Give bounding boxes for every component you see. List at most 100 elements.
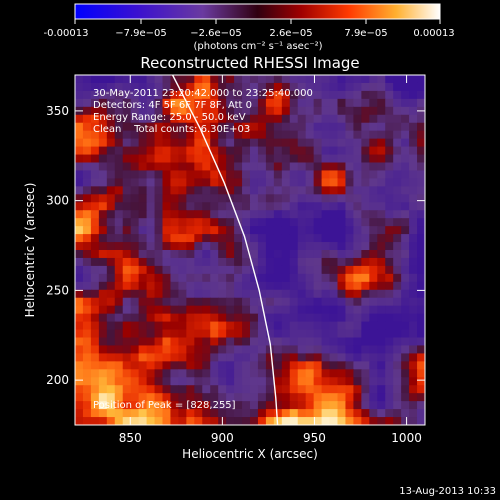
heatmap-cell [226,369,235,378]
heatmap-cell [242,297,251,307]
heatmap-cell [90,154,100,164]
heatmap-cell [297,170,307,179]
heatmap-cell [329,417,339,425]
heatmap-cell [393,401,402,410]
heatmap-cell [162,289,172,299]
heatmap-cell [409,273,418,283]
heatmap-cell [170,98,179,108]
heatmap-cell [202,321,211,331]
heatmap-cell [170,234,179,243]
heatmap-cell [170,210,179,219]
heatmap-cell [154,361,164,370]
heatmap-cell [218,369,227,378]
heatmap-cell [417,82,425,92]
heatmap-cell [114,361,124,370]
heatmap-cell [257,417,267,425]
heatmap-cell [353,313,362,323]
heatmap-cell [289,218,299,227]
heatmap-cell [281,82,291,92]
heatmap-cell [82,194,92,203]
heatmap-cell [257,337,267,347]
heatmap-cell [98,297,108,307]
heatmap-cell [90,202,100,211]
heatmap-cell [170,369,179,378]
heatmap-cell [170,130,179,140]
heatmap-cell [337,361,347,370]
heatmap-cell [162,329,172,339]
heatmap-cell [321,178,331,187]
heatmap-cell [130,265,140,275]
heatmap-cell [234,90,243,100]
heatmap-cell [106,210,116,219]
heatmap-cell [257,202,267,211]
heatmap-cell [321,385,331,394]
heatmap-cell [353,138,362,148]
heatmap-cell [377,369,386,378]
heatmap-cell [345,202,354,211]
heatmap-cell [273,409,283,418]
heatmap-cell [122,345,132,354]
heatmap-cell [202,106,211,116]
heatmap-cell [369,369,378,378]
heatmap-cell [273,417,283,425]
heatmap-cell [409,297,418,307]
heatmap-cell [178,305,187,315]
heatmap-cell [273,305,283,315]
heatmap-cell [130,154,140,164]
heatmap-cell [154,162,164,172]
heatmap-cell [313,178,323,187]
heatmap-cell [234,106,243,116]
heatmap-cell [90,305,100,315]
y-tick-label-1: 250 [46,283,69,297]
heatmap-cell [265,377,275,386]
heatmap-cell [353,393,362,402]
heatmap-cell [90,178,100,187]
heatmap-cell [138,106,148,116]
heatmap-cell [75,321,84,331]
heatmap-cell [250,130,259,140]
heatmap-cell [385,154,394,164]
heatmap-cell [313,329,323,339]
heatmap-cell [401,194,410,203]
heatmap-cell [337,257,347,267]
heatmap-cell [146,122,156,132]
heatmap-cell [361,234,370,243]
heatmap-cell [138,82,148,92]
heatmap-cell [337,170,347,179]
heatmap-cell [210,186,219,195]
heatmap-cell [337,265,347,275]
heatmap-cell [90,385,100,394]
heatmap-cell [361,154,370,164]
heatmap-cell [401,250,410,259]
heatmap-cell [114,178,124,187]
heatmap-cell [401,393,410,402]
heatmap-cell [305,122,315,132]
heatmap-cell [75,162,84,172]
heatmap-cell [321,226,331,235]
heatmap-cell [90,75,100,84]
heatmap-cell [218,393,227,402]
heatmap-cell [393,265,402,275]
heatmap-cell [130,409,140,418]
heatmap-cell [257,178,267,187]
heatmap-cell [162,353,172,362]
heatmap-cell [106,146,116,156]
heatmap-cell [170,385,179,394]
heatmap-cell [75,409,84,418]
heatmap-cell [337,409,347,418]
heatmap-cell [194,242,203,251]
heatmap-cell [226,178,235,187]
heatmap-cell [313,393,323,402]
heatmap-cell [186,162,195,172]
heatmap-cell [194,202,203,211]
heatmap-cell [170,170,179,179]
heatmap-cell [329,401,339,410]
heatmap-cell [202,353,211,362]
heatmap-cell [114,162,124,172]
heatmap-cell [369,313,378,323]
heatmap-cell [186,146,195,156]
heatmap-cell [409,242,418,251]
heatmap-cell [345,82,354,92]
heatmap-cell [337,321,347,331]
heatmap-cell [178,114,187,124]
